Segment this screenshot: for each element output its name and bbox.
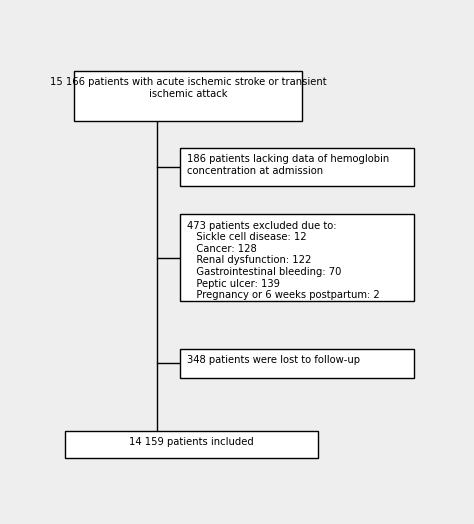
Text: 186 patients lacking data of hemoglobin
concentration at admission: 186 patients lacking data of hemoglobin … xyxy=(187,154,389,176)
FancyBboxPatch shape xyxy=(65,431,318,458)
Text: 473 patients excluded due to:
   Sickle cell disease: 12
   Cancer: 128
   Renal: 473 patients excluded due to: Sickle cel… xyxy=(187,221,380,300)
Text: 348 patients were lost to follow-up: 348 patients were lost to follow-up xyxy=(187,355,360,365)
FancyBboxPatch shape xyxy=(181,148,414,186)
FancyBboxPatch shape xyxy=(181,348,414,378)
Text: 15 166 patients with acute ischemic stroke or transient
ischemic attack: 15 166 patients with acute ischemic stro… xyxy=(49,78,326,99)
Text: 14 159 patients included: 14 159 patients included xyxy=(129,438,254,447)
FancyBboxPatch shape xyxy=(181,214,414,301)
FancyBboxPatch shape xyxy=(74,71,301,122)
